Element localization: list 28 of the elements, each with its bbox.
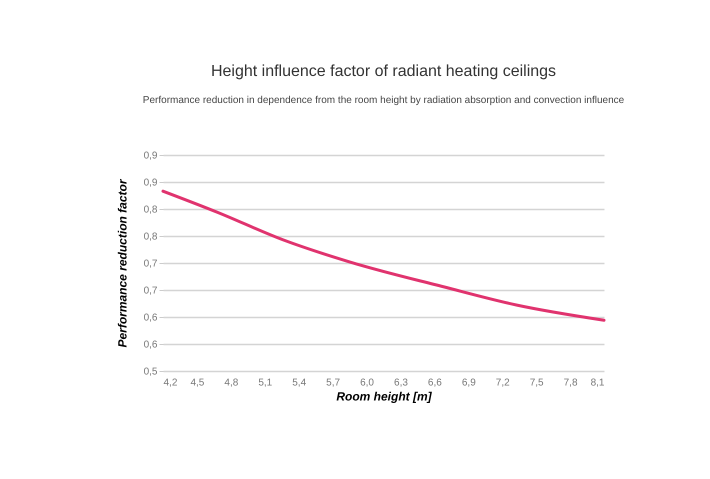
y-axis-title: Performance reduction factor — [116, 178, 130, 348]
x-tick-label: 6,6 — [428, 378, 442, 388]
x-tick-label: 4,2 — [164, 378, 178, 388]
y-tick-label: 0,9 — [144, 150, 158, 162]
y-tick-label: 0,6 — [144, 340, 158, 350]
y-tick-label: 0,9 — [144, 178, 158, 188]
x-tick-label: 5,1 — [258, 378, 273, 388]
y-tick-label: 0,7 — [144, 258, 158, 270]
x-tick-label: 4,5 — [190, 378, 205, 388]
chart-subtitle: Performance reduction in dependence from the room height by radiation absorption and convection influence — [142, 95, 625, 106]
y-tick-label: 0,5 — [144, 366, 158, 378]
x-tick-label: 7,5 — [530, 378, 544, 388]
x-tick-label: 6,3 — [394, 378, 408, 388]
x-tick-label: 5,4 — [292, 378, 307, 388]
x-tick-label: 7,2 — [496, 378, 510, 388]
x-tick-label: 4,8 — [224, 378, 239, 388]
x-tick-label: 8,1 — [590, 378, 605, 388]
x-tick-label: 7,8 — [564, 378, 578, 388]
x-axis-title: Room height [m] — [336, 390, 433, 404]
x-tick-label: 6,9 — [462, 378, 476, 388]
y-tick-label: 0,6 — [144, 312, 158, 324]
y-tick-label: 0,8 — [144, 204, 158, 216]
y-tick-label: 0,8 — [144, 232, 158, 242]
line-series — [162, 190, 606, 322]
y-tick-label: 0,7 — [144, 286, 158, 296]
x-tick-label: 5,7 — [326, 378, 340, 388]
x-tick-label: 6,0 — [360, 378, 374, 388]
chart-title: Height influence factor of radiant heating ceilings — [210, 63, 556, 80]
